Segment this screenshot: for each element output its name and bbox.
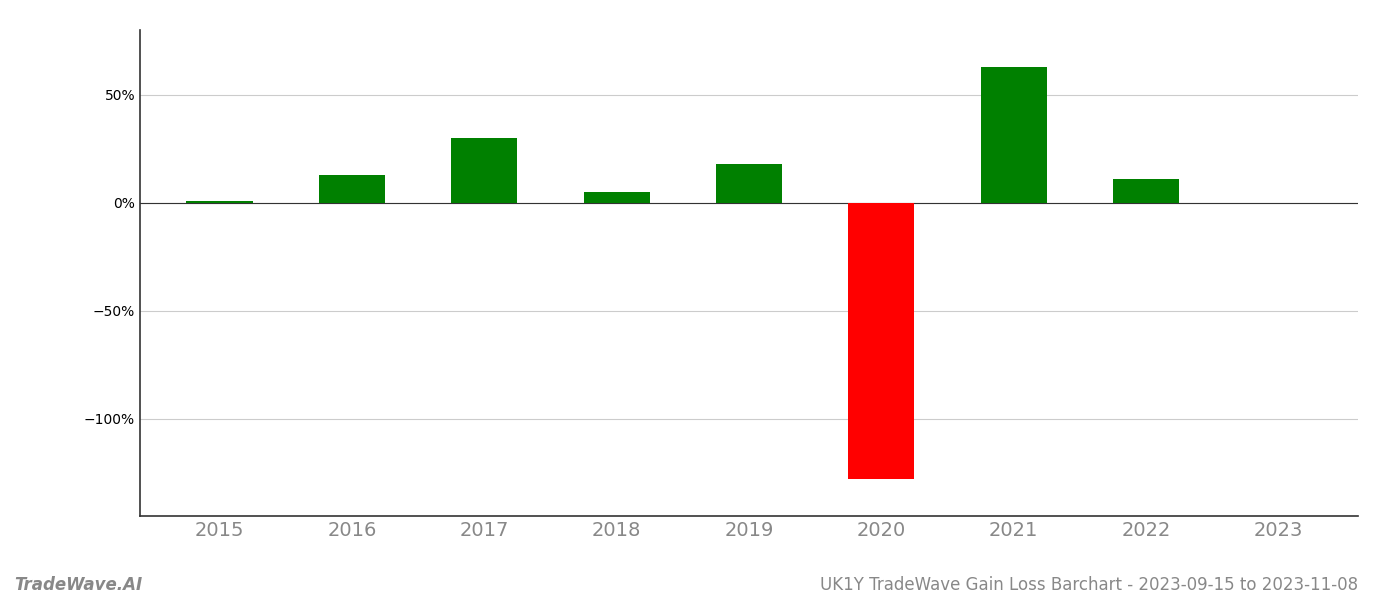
Bar: [980, 67, 1047, 203]
Text: UK1Y TradeWave Gain Loss Barchart - 2023-09-15 to 2023-11-08: UK1Y TradeWave Gain Loss Barchart - 2023…: [820, 576, 1358, 594]
Bar: [319, 175, 385, 203]
Bar: [1113, 179, 1179, 203]
Text: TradeWave.AI: TradeWave.AI: [14, 576, 143, 594]
Bar: [584, 192, 650, 203]
Bar: [715, 164, 783, 203]
Bar: [186, 200, 252, 203]
Bar: [848, 203, 914, 479]
Bar: [451, 138, 518, 203]
